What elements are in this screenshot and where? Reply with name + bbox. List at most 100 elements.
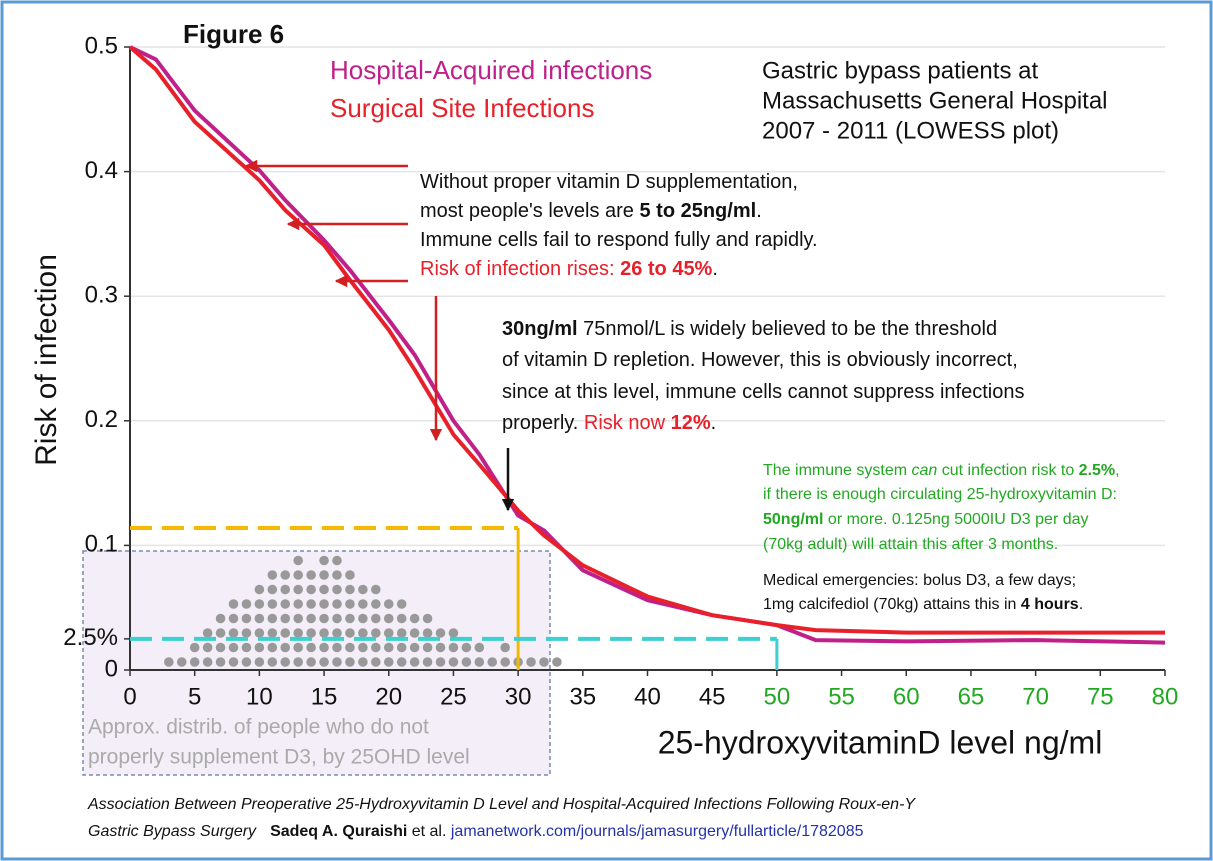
annotation-text: Risk of infection rises: bbox=[420, 258, 620, 280]
distribution-column bbox=[306, 570, 316, 667]
distribution-column bbox=[539, 657, 549, 667]
distribution-dot bbox=[358, 613, 368, 624]
plot: 02.5%0.10.20.30.40.50 5 10 15 20 25 30 35 40 45 50… bbox=[63, 32, 1178, 710]
distribution-dot bbox=[448, 628, 459, 638]
subtitle: 2007 - 2011 (LOWESS plot) bbox=[762, 117, 1059, 144]
distribution-dot bbox=[280, 613, 291, 624]
distribution-column bbox=[241, 599, 252, 667]
y-tick-label: 0.2 bbox=[85, 406, 118, 433]
distribution-dot bbox=[332, 584, 342, 595]
distribution-dot bbox=[371, 628, 381, 638]
distribution-dot bbox=[241, 657, 252, 667]
x-tick-label: 45 bbox=[699, 683, 726, 710]
annotation-text: 2.5% bbox=[1079, 462, 1115, 479]
distribution-dot bbox=[332, 555, 342, 566]
x-tick-label: 0 bbox=[123, 683, 136, 710]
distribution-dot bbox=[215, 613, 226, 624]
x-tick-label: 5 bbox=[188, 683, 201, 710]
y-tick-label: 0.1 bbox=[85, 531, 118, 558]
annotation: since at this level, immune cells cannot… bbox=[502, 381, 1024, 403]
distribution-dot bbox=[422, 642, 433, 653]
annotation: if there is enough circulating 25-hydrox… bbox=[763, 486, 1117, 503]
distribution-dot bbox=[319, 657, 329, 667]
distribution-dot bbox=[228, 642, 239, 653]
annotation-text: The immune system bbox=[763, 462, 911, 479]
distribution-dot bbox=[435, 657, 446, 667]
distribution-dot bbox=[422, 628, 433, 638]
annotation-text: . bbox=[712, 258, 718, 280]
distribution-column bbox=[332, 555, 342, 667]
distribution-dot bbox=[228, 657, 239, 667]
annotation: properly. Risk now 12%. bbox=[502, 412, 716, 434]
distribution-dot bbox=[280, 584, 291, 595]
annotation-text: since at this level, immune cells cannot… bbox=[502, 381, 1024, 403]
distribution-dot bbox=[241, 642, 252, 653]
annotation: Risk of infection rises: 26 to 45%. bbox=[420, 258, 718, 280]
distribution-dot bbox=[500, 657, 510, 667]
x-tick-label: 10 bbox=[246, 683, 273, 710]
distribution-dot bbox=[267, 657, 278, 667]
distribution-dot bbox=[254, 613, 265, 624]
distribution-dot bbox=[202, 628, 213, 638]
distribution-dot bbox=[383, 599, 394, 609]
annotation: Immune cells fail to respond fully and r… bbox=[420, 229, 818, 251]
distribution-column bbox=[383, 599, 394, 667]
distribution-dot bbox=[448, 642, 459, 653]
x-tick-label: 70 bbox=[1022, 683, 1049, 710]
distribution-dot bbox=[461, 657, 472, 667]
annotation: most people's levels are 5 to 25ng/ml. bbox=[420, 200, 762, 222]
distribution-dot bbox=[345, 570, 355, 580]
legend-entry: Surgical Site Infections bbox=[330, 93, 594, 123]
x-tick-label: 25 bbox=[440, 683, 467, 710]
distribution-dot bbox=[358, 599, 368, 609]
distribution-dot bbox=[383, 657, 394, 667]
annotation-text: . bbox=[711, 412, 717, 434]
distribution-column bbox=[176, 657, 187, 667]
distribution-dot bbox=[539, 657, 549, 667]
distribution-dot bbox=[461, 642, 472, 653]
distribution-column bbox=[215, 613, 226, 667]
distribution-dot bbox=[293, 584, 303, 595]
distribution-dot bbox=[280, 628, 291, 638]
distribution-dot bbox=[371, 599, 381, 609]
distribution-column bbox=[280, 570, 291, 667]
distribution-dot bbox=[332, 570, 342, 580]
distribution-column bbox=[552, 657, 562, 667]
distribution-dot bbox=[383, 628, 394, 638]
x-tick-label: 35 bbox=[569, 683, 596, 710]
source-link: jamanetwork.com/journals/jamasurgery/ful… bbox=[450, 823, 864, 840]
distribution-dot bbox=[293, 570, 303, 580]
distribution-dot bbox=[254, 628, 265, 638]
distribution-dot bbox=[306, 584, 316, 595]
legend-entry: Hospital-Acquired infections bbox=[330, 55, 652, 85]
source-text: et al. bbox=[407, 823, 451, 840]
distribution-dot bbox=[241, 628, 252, 638]
distribution-label: Approx. distrib. of people who do not bbox=[88, 716, 429, 739]
annotation-text: (70kg adult) will attain this after 3 mo… bbox=[763, 536, 1058, 553]
annotation-text: or more. 0.125ng 5000IU D3 per day bbox=[823, 511, 1088, 528]
distribution-column bbox=[254, 584, 265, 667]
distribution-dot bbox=[332, 642, 342, 653]
x-tick-label: 40 bbox=[634, 683, 661, 710]
annotation-text: most people's levels are bbox=[420, 200, 639, 222]
annotation: Medical emergencies: bolus D3, a few day… bbox=[763, 572, 1076, 589]
distribution-column bbox=[202, 628, 213, 667]
distribution-dot bbox=[396, 628, 407, 638]
distribution-dot bbox=[500, 642, 510, 653]
distribution-column bbox=[487, 657, 498, 667]
distribution-dot bbox=[409, 642, 420, 653]
distribution-column bbox=[228, 599, 239, 667]
distribution-dot bbox=[306, 628, 316, 638]
distribution-dot bbox=[202, 642, 213, 653]
distribution-dot bbox=[280, 599, 291, 609]
distribution-dot bbox=[267, 642, 278, 653]
distribution-column bbox=[435, 628, 446, 667]
x-tick-label: 80 bbox=[1152, 683, 1179, 710]
distribution-dot bbox=[228, 628, 239, 638]
annotation-text: 12% bbox=[671, 412, 711, 434]
distribution-dot bbox=[228, 599, 239, 609]
source-text: Association Between Preoperative 25-Hydr… bbox=[87, 796, 916, 813]
annotation: 50ng/ml or more. 0.125ng 5000IU D3 per d… bbox=[763, 511, 1089, 528]
distribution-dot bbox=[241, 613, 252, 624]
distribution-dot bbox=[306, 613, 316, 624]
